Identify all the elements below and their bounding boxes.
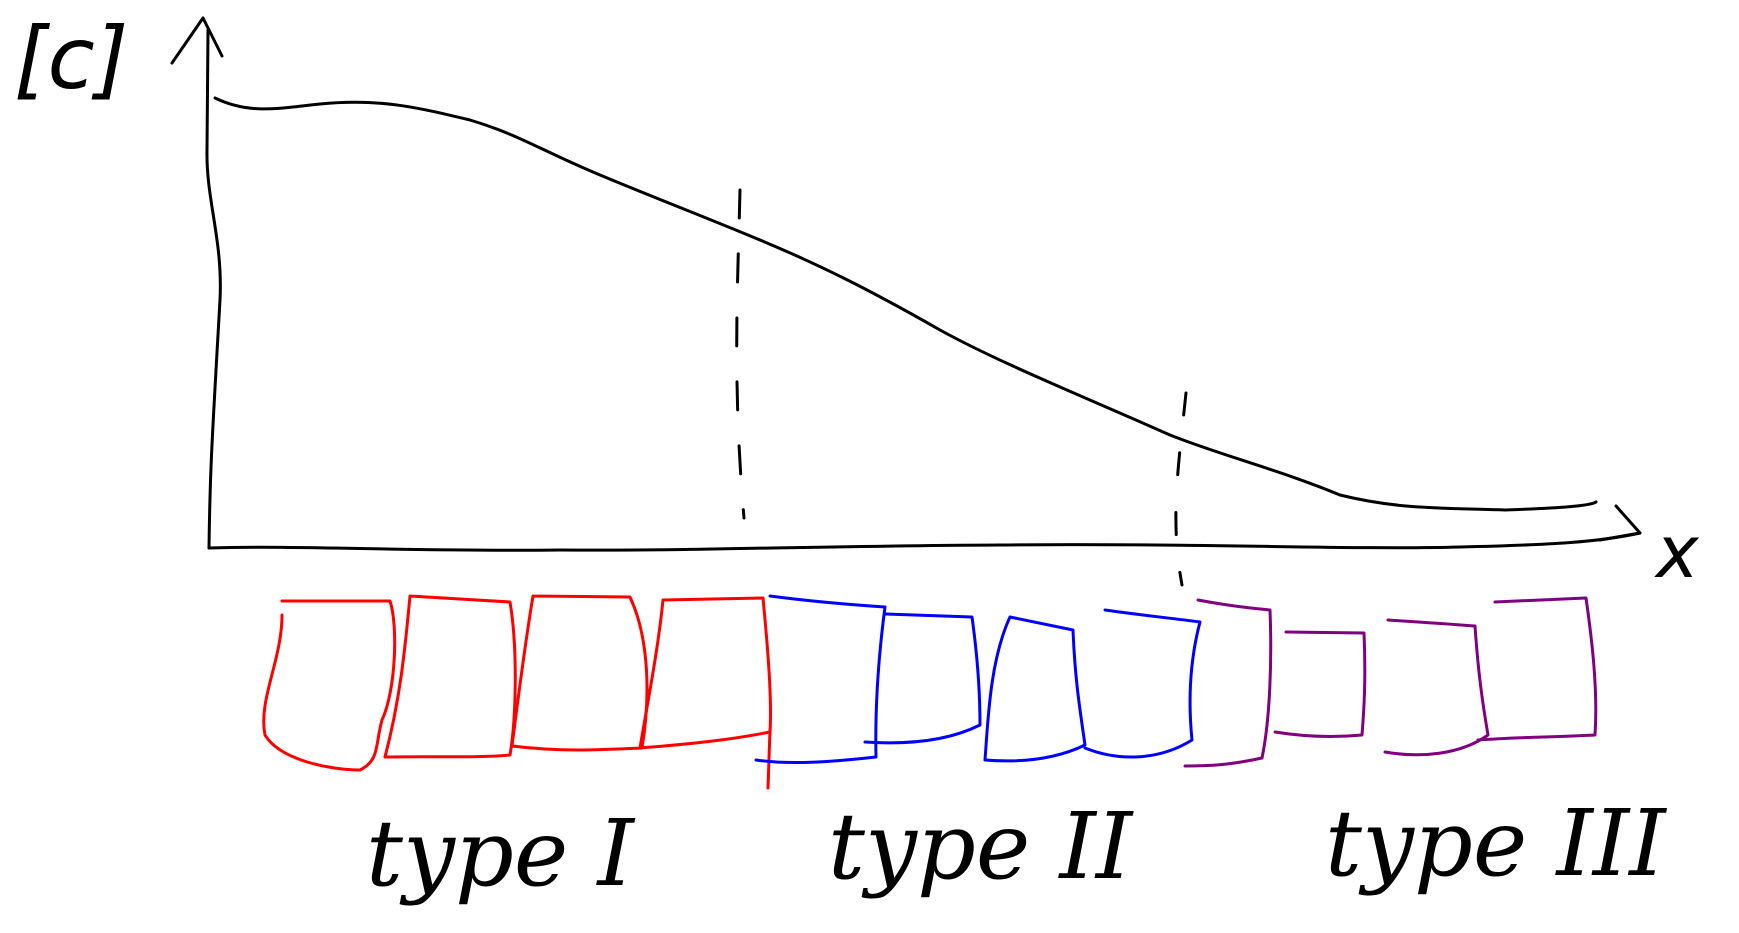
type-labels: type I type II type III	[366, 790, 1667, 907]
type-iii-label: type III	[1325, 790, 1667, 897]
cell	[638, 596, 773, 750]
cell	[1383, 618, 1490, 757]
cell	[383, 594, 517, 759]
cell	[510, 594, 649, 752]
type-i-cells	[262, 594, 773, 790]
cell	[1083, 608, 1202, 759]
type-i-label: type I	[366, 800, 636, 907]
axes	[170, 16, 1642, 552]
x-axis-label: x	[1654, 510, 1700, 594]
y-axis-label: [c]	[14, 9, 128, 109]
cell	[1476, 596, 1598, 742]
type-iii-cells	[1183, 596, 1598, 768]
cell	[863, 612, 982, 745]
cell-divider	[766, 728, 772, 790]
cell	[1183, 598, 1273, 768]
y-axis	[205, 28, 222, 550]
y-axis-arrowhead	[170, 16, 224, 65]
boundary-dashed-line-1	[735, 188, 746, 520]
x-axis	[207, 531, 1642, 552]
concentration-curve	[213, 96, 1598, 512]
x-axis-arrowhead	[1598, 504, 1642, 542]
cell	[754, 594, 887, 765]
type-ii-cells	[754, 594, 1202, 765]
cell	[262, 599, 397, 772]
type-ii-label: type II	[828, 793, 1134, 900]
cell	[1273, 630, 1367, 738]
cell	[983, 615, 1087, 763]
y-axis-label-text: [c]	[14, 9, 128, 109]
x-axis-label-text: x	[1654, 510, 1700, 594]
boundary-dashed-line-2	[1174, 391, 1188, 587]
